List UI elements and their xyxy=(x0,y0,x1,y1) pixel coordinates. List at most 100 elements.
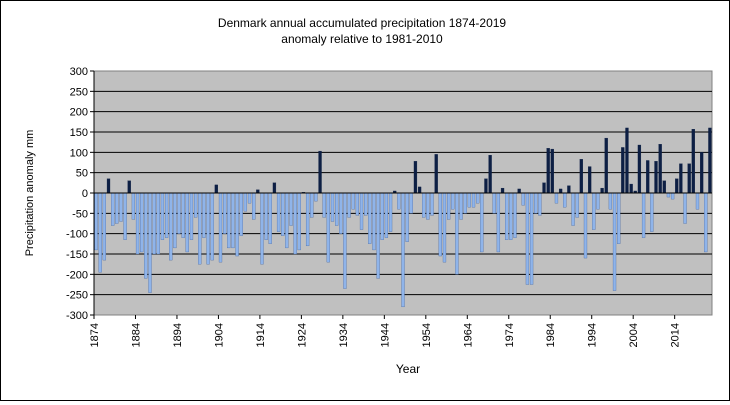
bar-1931 xyxy=(330,192,335,222)
x-tick-label: 1944 xyxy=(379,323,391,347)
x-tick-label: 1894 xyxy=(172,323,184,347)
bar-1874 xyxy=(94,192,98,251)
bar-1912 xyxy=(252,192,256,220)
bar-1917 xyxy=(272,182,277,194)
y-tick-label: -250 xyxy=(66,290,88,302)
bar-1935 xyxy=(347,192,351,218)
bar-1944 xyxy=(384,192,389,238)
y-tick-label: 150 xyxy=(70,127,88,139)
chart-title: Denmark annual accumulated precipitation… xyxy=(218,16,507,30)
bar-1926 xyxy=(310,192,314,218)
x-tick-label: 2014 xyxy=(670,323,682,347)
bar-2017 xyxy=(687,163,691,194)
bar-1896 xyxy=(185,192,189,253)
bar-1992 xyxy=(583,192,588,259)
bar-1958 xyxy=(442,192,447,263)
y-tick-label: 0 xyxy=(82,188,88,200)
bar-1981 xyxy=(538,192,542,216)
bar-1914 xyxy=(260,192,264,265)
bar-1890 xyxy=(160,192,165,240)
bar-1897 xyxy=(189,192,194,240)
bar-1977 xyxy=(521,192,525,206)
gridlines xyxy=(94,90,712,296)
x-tick-label: 1914 xyxy=(255,323,267,347)
bar-1963 xyxy=(463,192,467,214)
bar-2022 xyxy=(708,127,712,194)
bar-1918 xyxy=(276,192,281,232)
bar-1980 xyxy=(534,192,538,214)
bar-1985 xyxy=(554,192,559,204)
y-tick-label: -150 xyxy=(66,249,88,261)
bar-1987 xyxy=(563,192,567,208)
bar-1921 xyxy=(289,192,293,226)
bar-2010 xyxy=(658,144,662,194)
bar-1967 xyxy=(480,192,484,253)
bar-1937 xyxy=(355,192,359,216)
bar-1974 xyxy=(509,192,513,240)
bar-1905 xyxy=(223,192,227,234)
bar-2014 xyxy=(675,178,679,194)
bar-1884 xyxy=(135,192,140,255)
bar-1930 xyxy=(326,192,330,263)
bar-1940 xyxy=(368,192,372,244)
y-axis-label: Precipitation anomaly mm xyxy=(24,130,36,257)
x-tick-label: 1994 xyxy=(587,323,599,347)
bar-1953 xyxy=(422,192,426,218)
bar-1956 xyxy=(434,154,438,194)
bar-2019 xyxy=(695,192,700,210)
bar-1923 xyxy=(297,192,301,251)
bar-1995 xyxy=(596,192,600,210)
x-tick-label: 1874 xyxy=(89,323,101,347)
bar-1900 xyxy=(202,192,206,238)
bar-1929 xyxy=(322,192,326,218)
bar-1978 xyxy=(525,192,530,285)
bar-2018 xyxy=(691,128,695,194)
bar-1942 xyxy=(376,192,380,279)
x-tick-label: 1984 xyxy=(545,323,557,347)
bar-1891 xyxy=(164,192,169,238)
bar-1925 xyxy=(305,192,310,247)
y-tick-label: -100 xyxy=(66,229,88,241)
bar-1979 xyxy=(529,192,534,285)
y-tick-label: 250 xyxy=(70,86,88,98)
bar-1962 xyxy=(459,192,463,220)
y-tick-label: 300 xyxy=(70,66,88,78)
bar-1990 xyxy=(575,192,579,218)
y-axis-ticks: -300 -250 -200 -150 -100 -50 0 50 100 150 200 250 30… xyxy=(66,66,94,322)
bar-1876 xyxy=(102,192,107,261)
bar-1999 xyxy=(612,192,617,291)
x-tick-label: 2004 xyxy=(628,323,640,347)
bar-1882 xyxy=(127,180,131,194)
bar-2000 xyxy=(617,192,621,244)
bar-2001 xyxy=(621,147,625,194)
bar-1910 xyxy=(243,192,248,212)
y-tick-label: 100 xyxy=(70,147,88,159)
bar-1886 xyxy=(144,192,148,279)
bar-1972 xyxy=(500,187,505,194)
bar-1943 xyxy=(380,192,384,240)
bar-1996 xyxy=(600,187,604,194)
bar-1957 xyxy=(438,192,442,257)
bar-1964 xyxy=(467,192,471,208)
bar-1895 xyxy=(181,192,185,238)
bar-1908 xyxy=(235,192,239,257)
bar-1887 xyxy=(148,192,152,293)
bar-1928 xyxy=(318,150,322,194)
bar-1991 xyxy=(579,159,583,194)
bar-2016 xyxy=(683,192,687,224)
bar-1969 xyxy=(488,155,492,194)
bar-2008 xyxy=(650,192,654,232)
bar-1949 xyxy=(405,192,409,242)
bar-1877 xyxy=(106,178,111,194)
bar-2003 xyxy=(629,183,633,194)
bar-1911 xyxy=(247,192,252,204)
bar-2020 xyxy=(700,152,704,194)
bar-1920 xyxy=(285,192,289,249)
bar-1970 xyxy=(492,192,496,214)
bar-1998 xyxy=(608,192,613,210)
bar-1965 xyxy=(471,192,476,208)
bar-1959 xyxy=(446,192,451,220)
bar-1879 xyxy=(115,192,119,224)
